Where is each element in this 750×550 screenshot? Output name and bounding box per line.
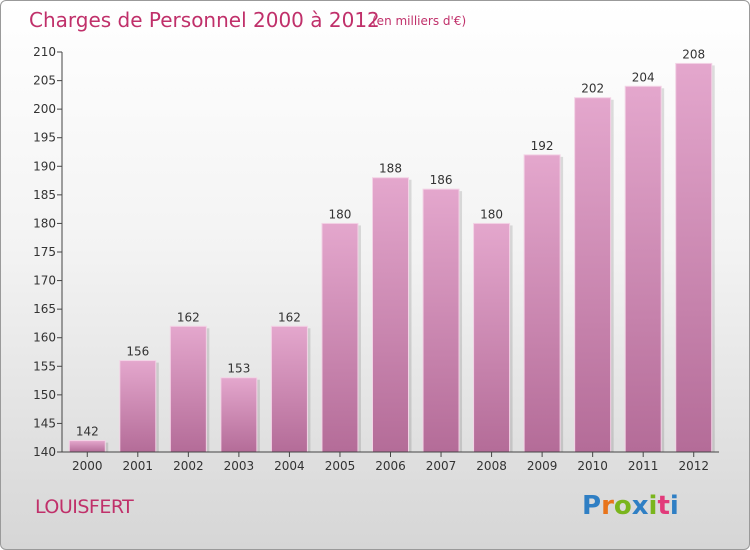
y-tick-label: 145: [33, 416, 56, 430]
bar-value-label: 142: [76, 425, 99, 439]
y-tick-label: 140: [33, 445, 56, 459]
bar: [422, 188, 460, 453]
y-tick-label: 205: [33, 74, 56, 88]
bar-value-label: 153: [227, 362, 250, 376]
bar: [169, 325, 207, 453]
x-tick-label: 2008: [476, 459, 507, 473]
y-tick-label: 160: [33, 331, 56, 345]
bar-value-label: 208: [682, 47, 705, 61]
bar-value-label: 186: [430, 173, 453, 187]
y-tick-label: 185: [33, 188, 56, 202]
y-tick-label: 170: [33, 274, 56, 288]
y-tick-label: 165: [33, 302, 56, 316]
x-tick-label: 2007: [426, 459, 457, 473]
x-tick-label: 2003: [224, 459, 255, 473]
x-tick-label: 2010: [577, 459, 608, 473]
bar: [372, 177, 409, 453]
bar: [473, 222, 511, 453]
bar: [270, 325, 308, 453]
town-name: LOUISFERT: [35, 496, 134, 518]
bar-value-label: 204: [632, 70, 655, 84]
y-tick-label: 190: [33, 159, 56, 173]
bar: [68, 440, 106, 453]
y-tick-label: 175: [33, 245, 56, 259]
logo-letter: o: [613, 491, 632, 521]
bar: [675, 62, 713, 453]
y-tick-label: 210: [33, 45, 56, 59]
x-tick-label: 2011: [628, 459, 659, 473]
x-tick-label: 2009: [527, 459, 558, 473]
bar-value-label: 192: [531, 139, 554, 153]
bar-value-label: 162: [278, 310, 301, 324]
x-tick-label: 2001: [123, 459, 154, 473]
y-tick-label: 200: [33, 102, 56, 116]
chart-title: Charges de Personnel 2000 à 2012: [29, 8, 380, 32]
y-tick-label: 155: [33, 359, 56, 373]
logo-letter: P: [582, 491, 602, 521]
bar-value-label: 162: [177, 310, 200, 324]
x-tick-label: 2000: [72, 459, 103, 473]
bar: [321, 222, 359, 453]
y-tick-label: 150: [33, 388, 56, 402]
x-tick-label: 2005: [325, 459, 356, 473]
bar: [574, 97, 612, 453]
bar: [624, 85, 662, 453]
x-tick-label: 2012: [678, 459, 709, 473]
bar-value-label: 180: [480, 207, 503, 221]
x-tick-label: 2002: [173, 459, 204, 473]
logo-letter: x: [631, 491, 649, 521]
bar-value-label: 156: [126, 345, 149, 359]
bar: [119, 360, 157, 453]
logo-letter: i: [648, 491, 658, 521]
chart-subtitle: (en milliers d'€): [372, 14, 467, 28]
x-tick-label: 2004: [274, 459, 305, 473]
bar: [220, 377, 258, 453]
bar-value-label: 188: [379, 162, 402, 176]
logo-letter: r: [601, 491, 614, 521]
proxiti-logo: Proxiti: [582, 491, 679, 521]
bar-value-label: 202: [581, 82, 604, 96]
x-tick-label: 2006: [375, 459, 406, 473]
logo-letter: t: [657, 491, 670, 521]
bar: [523, 154, 561, 453]
y-tick-label: 180: [33, 216, 56, 230]
bar-value-label: 180: [329, 207, 352, 221]
y-tick-label: 195: [33, 131, 56, 145]
logo-letter: i: [669, 491, 679, 521]
